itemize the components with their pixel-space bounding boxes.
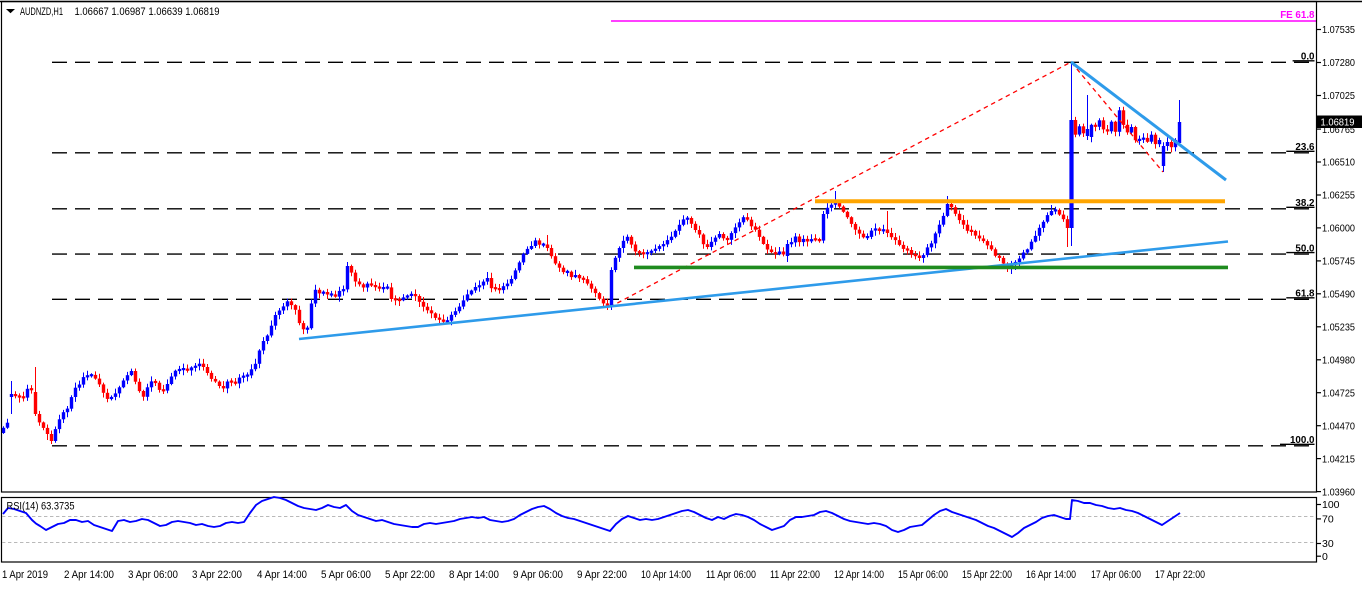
svg-text:10 Apr 14:00: 10 Apr 14:00: [641, 569, 691, 581]
svg-text:12 Apr 14:00: 12 Apr 14:00: [834, 569, 884, 581]
svg-text:9 Apr 06:00: 9 Apr 06:00: [513, 569, 563, 581]
svg-text:23.6: 23.6: [1295, 142, 1315, 153]
svg-text:3 Apr 06:00: 3 Apr 06:00: [128, 569, 178, 581]
svg-text:3 Apr 22:00: 3 Apr 22:00: [192, 569, 242, 581]
svg-text:1.06819: 1.06819: [1321, 117, 1355, 129]
svg-text:70: 70: [1322, 514, 1334, 526]
svg-text:1.06510: 1.06510: [1322, 157, 1355, 169]
svg-text:1 Apr 2019: 1 Apr 2019: [2, 569, 48, 581]
svg-text:17 Apr 22:00: 17 Apr 22:00: [1155, 569, 1205, 581]
svg-text:9 Apr 22:00: 9 Apr 22:00: [577, 569, 627, 581]
svg-text:5 Apr 06:00: 5 Apr 06:00: [321, 569, 371, 581]
svg-text:RSI(14) 63.3735: RSI(14) 63.3735: [7, 501, 75, 513]
svg-text:61.8: 61.8: [1295, 289, 1315, 300]
svg-text:38.2: 38.2: [1295, 198, 1315, 209]
svg-text:1.04215: 1.04215: [1322, 453, 1355, 465]
svg-text:5 Apr 22:00: 5 Apr 22:00: [385, 569, 435, 581]
svg-text:16 Apr 14:00: 16 Apr 14:00: [1026, 569, 1076, 581]
svg-text:15 Apr 22:00: 15 Apr 22:00: [962, 569, 1012, 581]
svg-text:8 Apr 14:00: 8 Apr 14:00: [449, 569, 499, 581]
svg-text:1.03960: 1.03960: [1322, 486, 1355, 498]
svg-text:0: 0: [1322, 551, 1328, 563]
svg-text:1.04470: 1.04470: [1322, 420, 1355, 432]
svg-text:17 Apr 06:00: 17 Apr 06:00: [1091, 569, 1141, 581]
svg-text:11 Apr 06:00: 11 Apr 06:00: [706, 569, 756, 581]
svg-text:FE 61.8: FE 61.8: [1280, 10, 1315, 21]
svg-text:11 Apr 22:00: 11 Apr 22:00: [770, 569, 820, 581]
svg-text:1.07280: 1.07280: [1322, 57, 1355, 69]
svg-text:30: 30: [1322, 538, 1334, 550]
svg-text:1.06000: 1.06000: [1322, 223, 1355, 235]
svg-text:1.04725: 1.04725: [1322, 387, 1355, 399]
svg-text:100: 100: [1322, 499, 1340, 511]
svg-text:1.05490: 1.05490: [1322, 289, 1355, 301]
svg-text:1.06255: 1.06255: [1322, 190, 1355, 202]
svg-text:15 Apr 06:00: 15 Apr 06:00: [898, 569, 948, 581]
svg-text:1.07535: 1.07535: [1322, 24, 1355, 36]
svg-text:1.05745: 1.05745: [1322, 256, 1355, 268]
svg-text:50.0: 50.0: [1295, 243, 1315, 254]
svg-text:1.05235: 1.05235: [1322, 322, 1355, 334]
svg-text:1.07025: 1.07025: [1322, 90, 1355, 102]
svg-text:2 Apr 14:00: 2 Apr 14:00: [64, 569, 114, 581]
svg-text:4 Apr 14:00: 4 Apr 14:00: [257, 569, 307, 581]
svg-text:100.0: 100.0: [1290, 435, 1315, 446]
svg-text:1.04980: 1.04980: [1322, 355, 1355, 367]
svg-text:0.0: 0.0: [1301, 52, 1315, 63]
svg-text:1.06667 1.06987 1.06639 1.0681: 1.06667 1.06987 1.06639 1.06819: [75, 6, 220, 18]
svg-text:AUDNZD,H1: AUDNZD,H1: [20, 6, 63, 18]
